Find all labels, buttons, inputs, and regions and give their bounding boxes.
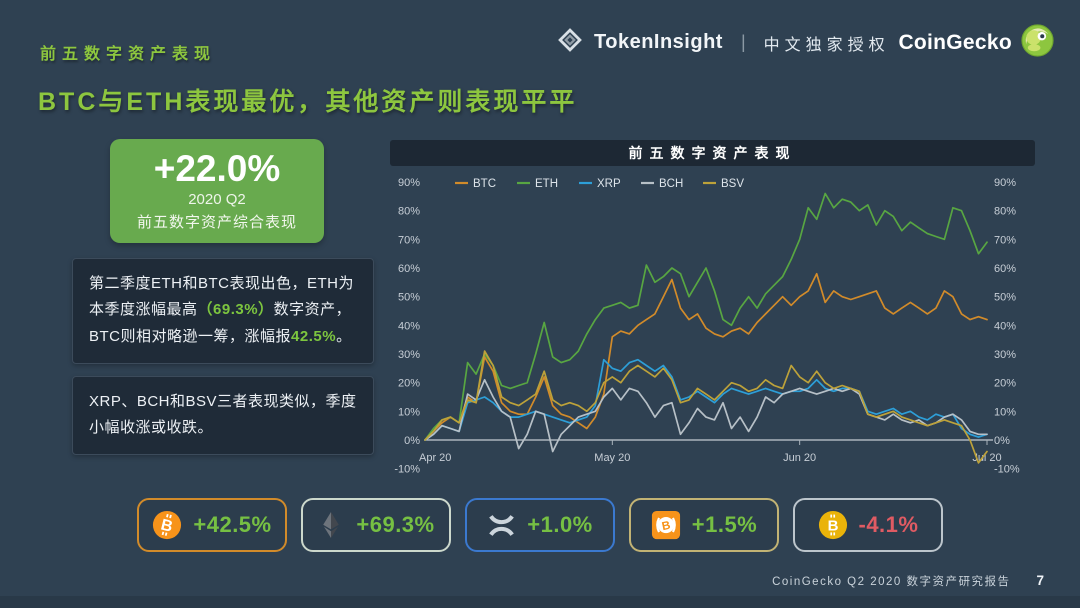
y-tick-left: 80% xyxy=(398,206,420,218)
page-title: BTC与ETH表现最优，其他资产则表现平平 xyxy=(38,88,578,116)
badge-change-xrp: +1.0% xyxy=(527,512,593,537)
x-tick-label: May 20 xyxy=(594,452,630,464)
badge-bsv: B -4.1% xyxy=(793,498,943,552)
y-tick-left: 30% xyxy=(398,349,420,361)
y-tick-right: 80% xyxy=(994,206,1016,218)
badge-change-bch: +1.5% xyxy=(691,512,758,537)
x-tick-label: Apr 20 xyxy=(419,452,451,464)
y-tick-right: 0% xyxy=(994,435,1010,447)
series-line-eth xyxy=(424,192,988,441)
xrp-icon xyxy=(487,511,516,540)
legend-label-btc: BTC xyxy=(473,178,496,190)
badge-eth: +69.3% xyxy=(301,498,451,552)
svg-text:B: B xyxy=(159,516,174,535)
y-tick-left: 50% xyxy=(398,292,420,304)
y-tick-left: -10% xyxy=(394,464,420,476)
section-eyebrow: 前五数字资产表现 xyxy=(40,46,217,63)
bsv-icon: B xyxy=(818,510,848,540)
btc-icon: B xyxy=(152,510,182,540)
y-tick-left: 40% xyxy=(398,320,420,332)
badge-change-btc: +42.5% xyxy=(193,512,272,537)
note-1-text: 第二季度ETH和BTC表现出色，ETH为本季度涨幅最高（69.3%）数字资产，B… xyxy=(89,275,354,345)
badge-change-eth: +69.3% xyxy=(356,512,435,537)
y-tick-left: 0% xyxy=(404,435,420,447)
badge-xrp: +1.0% xyxy=(465,498,615,552)
note-highlight: （69.3%） xyxy=(197,301,274,319)
note-highlight: 42.5% xyxy=(291,327,337,345)
y-tick-right: 20% xyxy=(994,378,1016,390)
series-line-bch xyxy=(424,378,988,453)
note-box-xrp-bch-bsv: XRP、BCH和BSV三者表现类似，季度小幅收涨或收跌。 xyxy=(72,376,374,455)
legend-label-xrp: XRP xyxy=(597,178,621,190)
series-line-bsv xyxy=(424,350,988,464)
y-tick-right: 90% xyxy=(994,177,1016,189)
chart-title: 前五数字资产表现 xyxy=(390,140,1035,166)
bottom-shade xyxy=(0,596,1080,608)
y-tick-right: 70% xyxy=(994,234,1016,246)
y-tick-right: 40% xyxy=(994,320,1016,332)
kpi-summary-box: +22.0% 2020 Q2 前五数字资产综合表现 xyxy=(110,139,324,243)
kpi-label: 前五数字资产综合表现 xyxy=(136,214,297,232)
license-tagline: 中文独家授权 xyxy=(763,36,890,54)
svg-text:B: B xyxy=(827,517,838,534)
tokeninsight-logo-icon xyxy=(556,26,584,59)
y-tick-right: -10% xyxy=(994,464,1020,476)
performance-chart-panel: 前五数字资产表现 90% 90% 80% 80% 70% 70% 60% 60% 50% 50% 4… xyxy=(390,140,1035,485)
tokeninsight-wordmark: TokenInsight xyxy=(594,31,723,53)
coingecko-brand: CoinGecko xyxy=(898,24,1054,62)
kpi-period: 2020 Q2 xyxy=(188,191,246,209)
footer-report-title: CoinGecko Q2 2020 数字资产研究报告 xyxy=(772,576,1011,588)
series-line-xrp xyxy=(424,358,988,441)
note-box-eth-btc: 第二季度ETH和BTC表现出色，ETH为本季度涨幅最高（69.3%）数字资产，B… xyxy=(72,258,374,364)
note-2-text: XRP、BCH和BSV三者表现类似，季度小幅收涨或收跌。 xyxy=(89,393,357,437)
note-text: 第二季度ETH和BTC表现出色，ETH为本季度涨幅最高 xyxy=(89,275,355,319)
badge-change-bsv: -4.1% xyxy=(858,512,919,537)
legend-label-eth: ETH xyxy=(535,178,558,190)
note-text: 数字资产，BTC则相对略逊一筹，涨幅报 xyxy=(89,301,352,345)
y-tick-right: 50% xyxy=(994,292,1016,304)
y-tick-right: 30% xyxy=(994,349,1016,361)
x-tick-label: Jun 20 xyxy=(783,452,816,464)
kpi-value: +22.0% xyxy=(153,147,281,189)
badge-bch: B +1.5% xyxy=(629,498,779,552)
series-line-btc xyxy=(424,272,988,441)
performance-chart-svg: 90% 90% 80% 80% 70% 70% 60% 60% 50% 50% 40% 40% 30% 3… xyxy=(394,177,1020,476)
badge-btc: B +42.5% xyxy=(137,498,287,552)
badges-row: B +42.5% +69.3% +1.0% B +1.5% B -4.1% xyxy=(0,498,1080,552)
y-tick-left: 60% xyxy=(398,263,420,275)
footer: CoinGecko Q2 2020 数字资产研究报告 7 xyxy=(772,573,1044,589)
bch-icon: B xyxy=(651,510,681,540)
svg-text:B: B xyxy=(660,519,671,533)
y-tick-left: 20% xyxy=(398,378,420,390)
note-text: 。 xyxy=(336,327,352,345)
y-tick-left: 90% xyxy=(398,177,420,189)
coingecko-wordmark: CoinGecko xyxy=(898,31,1012,54)
y-tick-right: 10% xyxy=(994,406,1016,418)
footer-page-number: 7 xyxy=(1036,573,1044,588)
eth-icon xyxy=(317,511,345,539)
y-tick-right: 60% xyxy=(994,263,1016,275)
y-tick-left: 70% xyxy=(398,234,420,246)
brand-separator: | xyxy=(740,32,746,52)
performance-chart: 90% 90% 80% 80% 70% 70% 60% 60% 50% 50% 40% 40% 30% 3… xyxy=(390,166,1035,485)
tokeninsight-brand: TokenInsight | 中文独家授权 xyxy=(556,26,890,59)
y-tick-left: 10% xyxy=(398,406,420,418)
coingecko-gecko-icon xyxy=(1021,24,1054,62)
legend-label-bch: BCH xyxy=(659,178,683,190)
legend-label-bsv: BSV xyxy=(721,178,744,190)
